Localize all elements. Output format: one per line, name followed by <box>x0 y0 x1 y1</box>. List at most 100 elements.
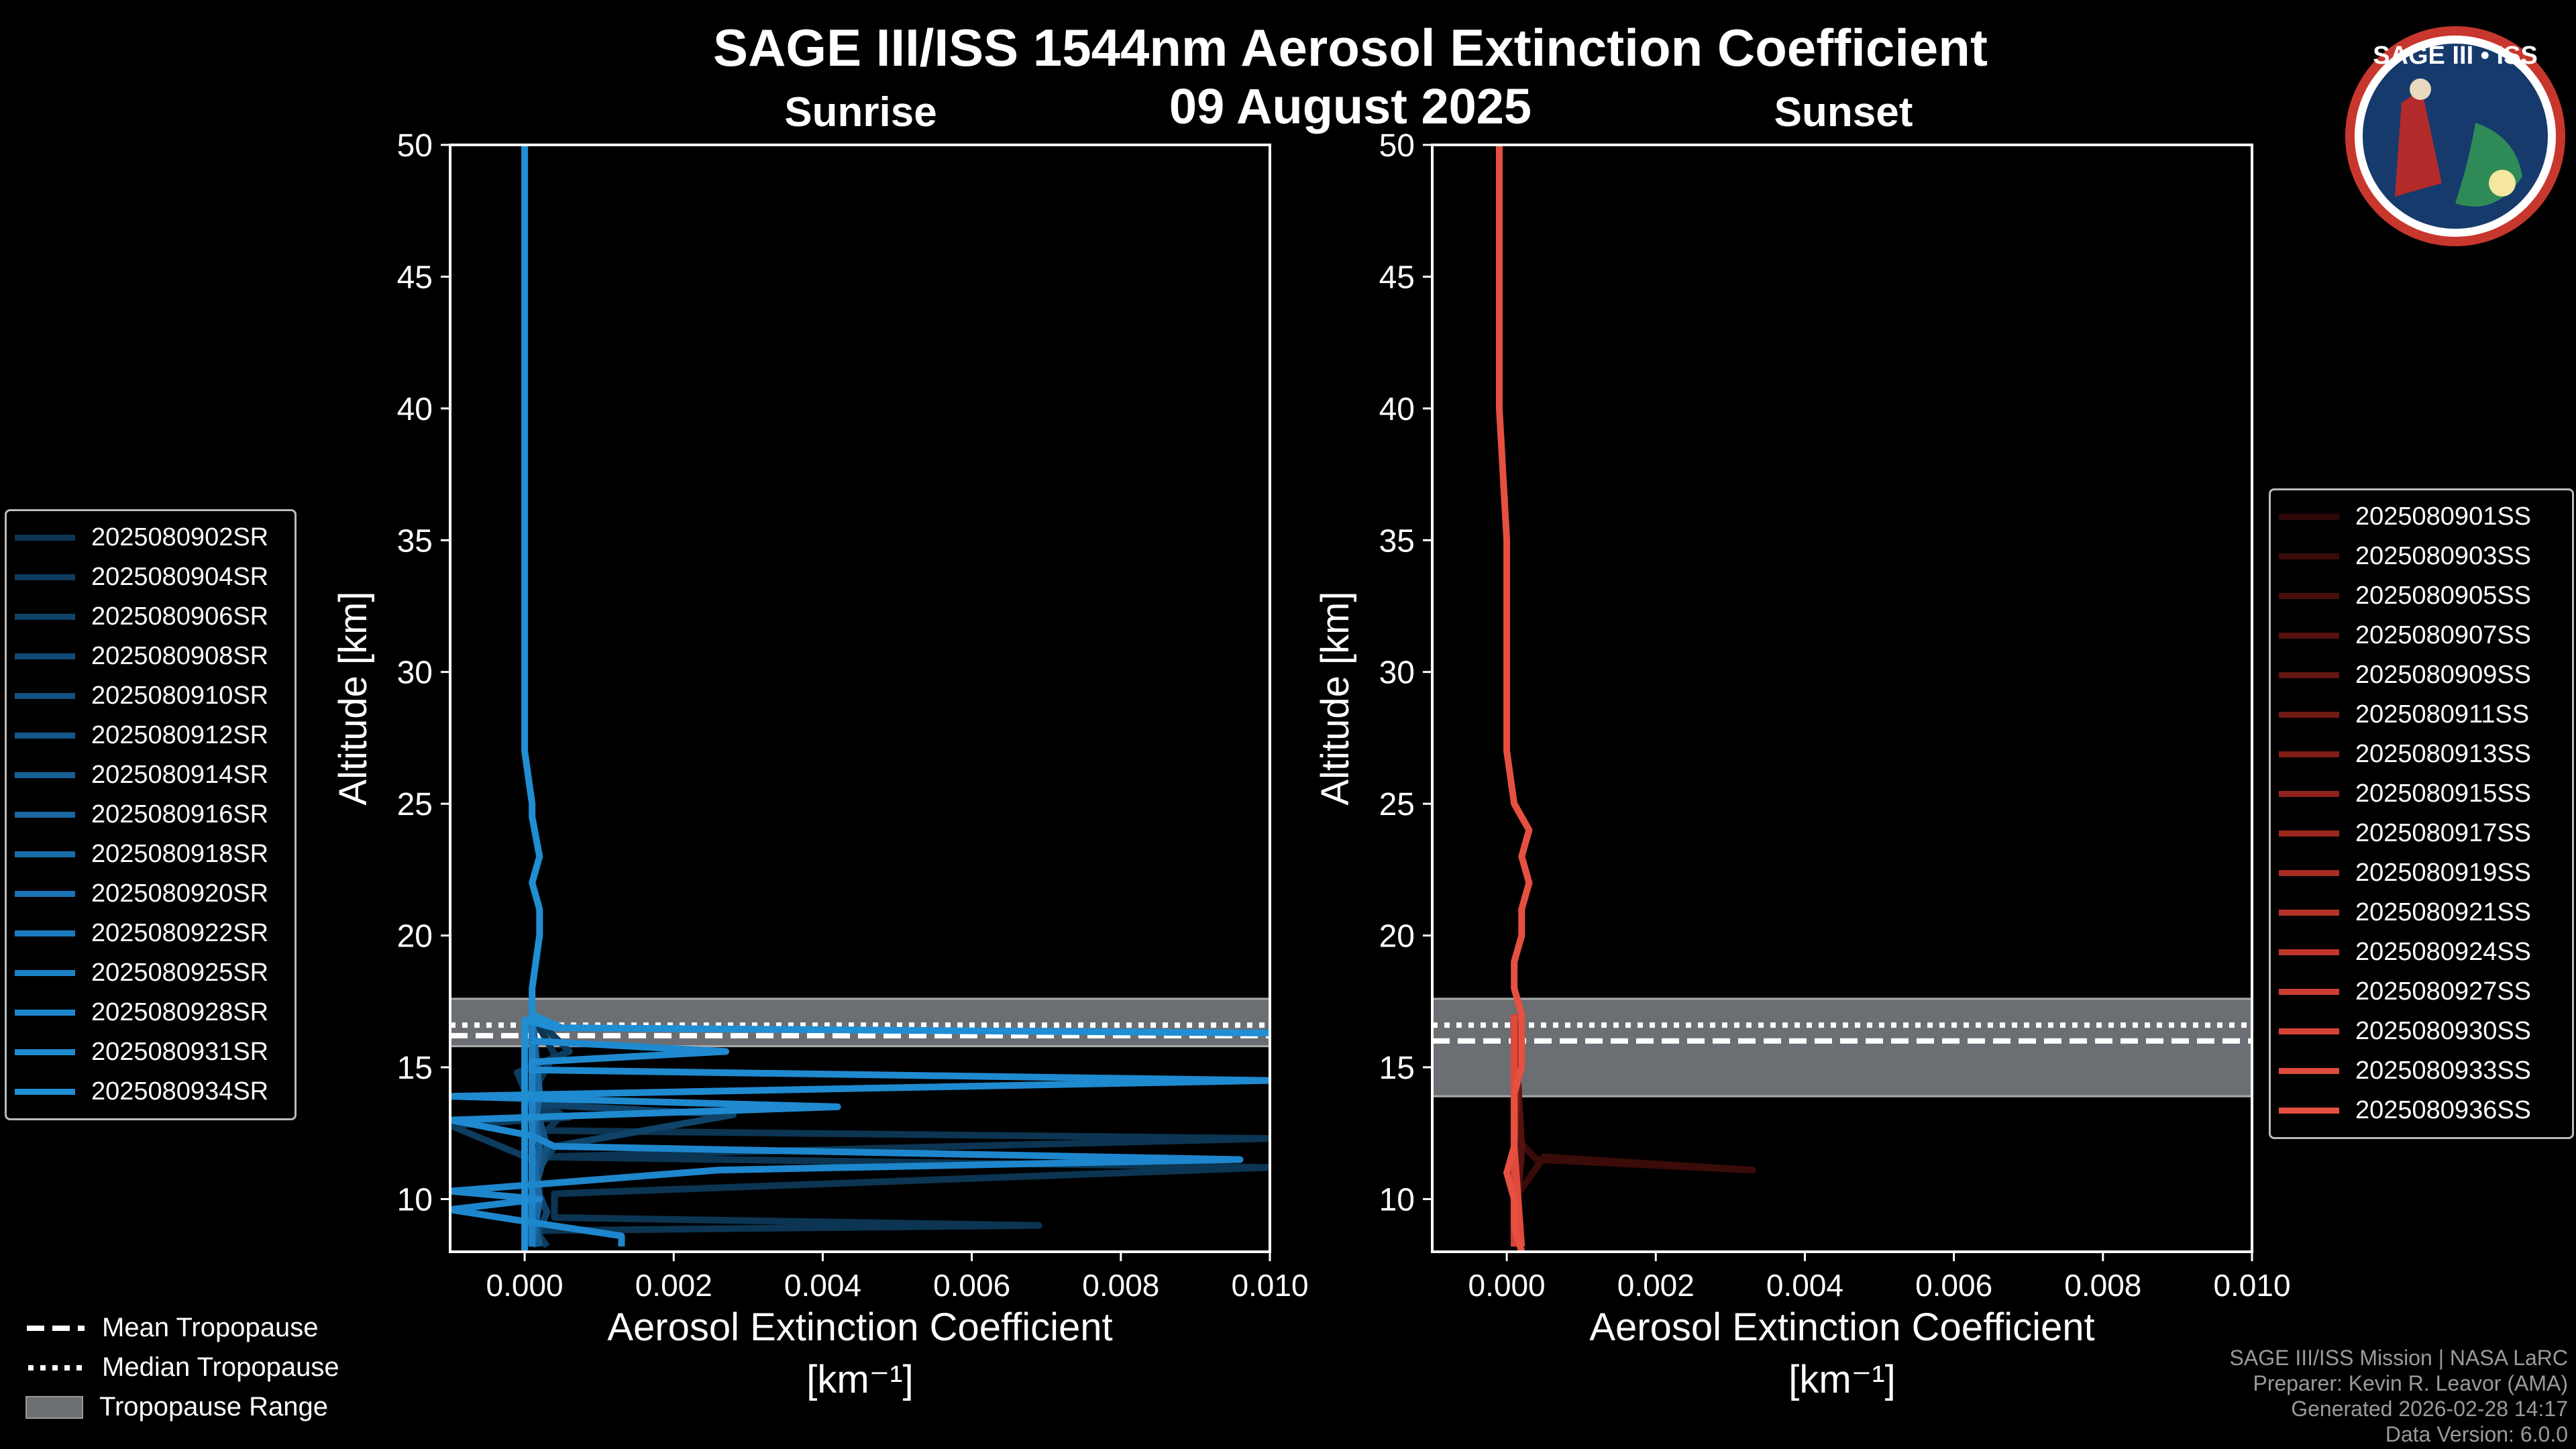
legend-swatch <box>2279 1108 2339 1114</box>
credit-mission: SAGE III/ISS Mission | NASA LaRC <box>2229 1346 2568 1370</box>
legend-label: 2025080920SR <box>91 879 269 908</box>
y-tick-label: 10 <box>397 1182 433 1218</box>
x-tick-label: 0.004 <box>784 1268 861 1303</box>
legend-label: Median Tropopause <box>102 1352 339 1382</box>
series-group <box>1495 145 1756 1252</box>
legend-label: 2025080911SS <box>2355 700 2530 729</box>
legend-swatch <box>2279 1028 2339 1034</box>
x-tick-label: 0.000 <box>1468 1268 1546 1303</box>
legend-tropopause-range: Tropopause Range <box>25 1387 339 1427</box>
y-axis-label: Altitude [km] <box>1313 591 1357 805</box>
legend-label: 2025080906SR <box>91 602 269 631</box>
chart-date: 09 August 2025 <box>1169 78 1532 134</box>
legend-label: 2025080927SS <box>2355 977 2532 1006</box>
credit-preparer: Preparer: Kevin R. Leavor (AMA) <box>2253 1371 2569 1395</box>
legend-item: 2025080936SS <box>2279 1091 2564 1130</box>
legend-item: 2025080925SR <box>15 953 286 993</box>
series-group <box>450 145 1270 1252</box>
y-tick-label: 45 <box>1379 260 1415 295</box>
legend-item: 2025080930SS <box>2279 1012 2564 1051</box>
dashed-line-swatch <box>27 1325 85 1331</box>
legend-label: 2025080908SR <box>91 642 269 670</box>
legend-swatch <box>2279 910 2339 916</box>
chart-title: SAGE III/ISS 1544nm Aerosol Extinction C… <box>713 18 1988 77</box>
legend-item: 2025080921SS <box>2279 893 2564 932</box>
panel-title-sunrise: Sunrise <box>784 89 937 136</box>
y-tick-label: 35 <box>397 523 433 559</box>
legend-item: 2025080913SS <box>2279 735 2564 774</box>
legend-item: 2025080927SS <box>2279 972 2564 1012</box>
legend-swatch <box>15 772 75 778</box>
legend-label: 2025080921SS <box>2355 898 2532 926</box>
axes-frame <box>449 144 1271 1253</box>
legend-item: 2025080902SR <box>15 518 286 557</box>
y-tick-label: 50 <box>397 128 433 164</box>
axes-frame <box>1431 144 2253 1253</box>
legend-label: 2025080915SS <box>2355 780 2532 808</box>
legend-item: 2025080934SR <box>15 1072 286 1112</box>
legend-swatch <box>15 891 75 897</box>
y-tick-label: 50 <box>1379 128 1415 164</box>
x-tick-label: 0.002 <box>1617 1268 1695 1303</box>
x-axis-label: Aerosol Extinction Coefficient <box>607 1305 1112 1349</box>
legend-swatch <box>15 653 75 659</box>
legend-label: 2025080922SR <box>91 919 269 947</box>
legend-item: 2025080933SS <box>2279 1051 2564 1091</box>
credits: SAGE III/ISS Mission | NASA LaRC Prepare… <box>2230 1345 2568 1447</box>
series-line-2025080936SS <box>1495 145 1533 1252</box>
legend-item: 2025080910SR <box>15 676 286 716</box>
legend-median-tropopause: Median Tropopause <box>25 1348 339 1387</box>
legend-label: 2025080936SS <box>2355 1096 2532 1124</box>
series-line-2025080928SR <box>450 1132 1244 1247</box>
sunrise-legend: 2025080902SR 2025080904SR 2025080906SR 2025… <box>5 509 297 1120</box>
legend-item: 2025080904SR <box>15 557 286 597</box>
tropopause-legend: Mean Tropopause Median Tropopause Tropop… <box>25 1308 339 1427</box>
panel-sunrise: 10 15 20 25 30 35 40 45 50 0.000 0.002 0.004 0.006 0.… <box>331 128 1309 1401</box>
legend-item: 2025080914SR <box>15 755 286 795</box>
legend-label: 2025080912SR <box>91 721 269 749</box>
x-tick-label: 0.010 <box>1231 1268 1308 1303</box>
legend-item: 2025080920SR <box>15 874 286 914</box>
x-tick-label: 0.002 <box>635 1268 712 1303</box>
series-line-2025080931SR <box>450 1037 1270 1140</box>
y-tick-label: 15 <box>397 1051 433 1086</box>
x-tick-label: 0.006 <box>933 1268 1010 1303</box>
legend-swatch <box>2279 949 2339 955</box>
legend-swatch <box>15 1089 75 1095</box>
credit-generated: Generated 2026-02-28 14:17 <box>2291 1397 2568 1421</box>
legend-swatch <box>2279 830 2339 837</box>
legend-item: 2025080928SR <box>15 993 286 1032</box>
y-tick-label: 30 <box>1379 655 1415 691</box>
legend-swatch <box>2279 791 2339 797</box>
legend-label: Tropopause Range <box>99 1392 328 1421</box>
legend-item: 2025080931SR <box>15 1032 286 1072</box>
panel-sunset: 10 15 20 25 30 35 40 45 50 0.000 0.002 0.004 0.006 0.… <box>1313 128 2291 1401</box>
range-swatch <box>25 1395 83 1419</box>
legend-label: 2025080914SR <box>91 761 269 789</box>
legend-swatch <box>2279 870 2339 876</box>
legend-label: 2025080916SR <box>91 800 269 828</box>
legend-label: 2025080903SS <box>2355 542 2532 570</box>
legend-item: 2025080912SR <box>15 716 286 755</box>
legend-item: 2025080907SS <box>2279 616 2564 655</box>
legend-swatch <box>2279 672 2339 678</box>
legend-swatch <box>15 930 75 936</box>
legend-swatch <box>15 693 75 699</box>
legend-item: 2025080911SS <box>2279 695 2564 735</box>
legend-item: 2025080922SR <box>15 914 286 953</box>
legend-swatch <box>2279 989 2339 995</box>
y-tick-label: 10 <box>1379 1182 1415 1218</box>
x-tick-label: 0.006 <box>1915 1268 1992 1303</box>
legend-item: 2025080903SS <box>2279 537 2564 576</box>
legend-label: 2025080919SS <box>2355 859 2532 887</box>
sunset-legend: 2025080901SS 2025080903SS 2025080905SS 2025… <box>2269 488 2574 1139</box>
legend-item: 2025080919SS <box>2279 853 2564 893</box>
svg-text:SAGE III • ISS: SAGE III • ISS <box>2373 42 2538 70</box>
y-tick-label: 35 <box>1379 523 1415 559</box>
legend-label: 2025080917SS <box>2355 819 2532 847</box>
x-tick-label: 0.010 <box>2213 1268 2290 1303</box>
legend-label: 2025080901SS <box>2355 502 2532 531</box>
tropopause-range-band <box>1431 998 2253 1097</box>
y-tick-label: 25 <box>397 787 433 822</box>
